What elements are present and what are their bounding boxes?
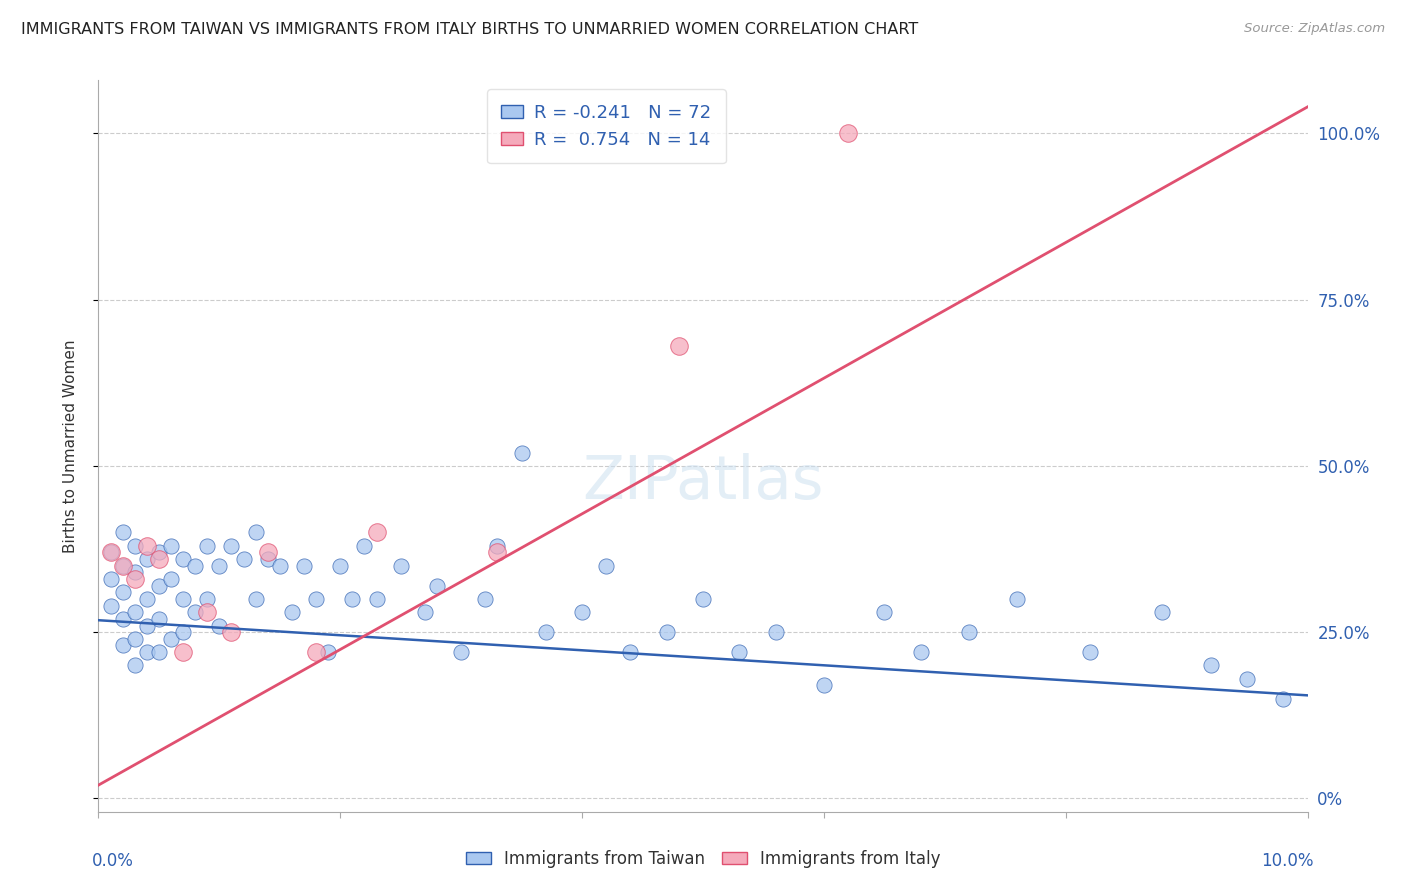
Point xyxy=(135,591,157,606)
Point xyxy=(184,605,207,619)
Point xyxy=(111,585,134,599)
Y-axis label: Births to Unmarried Women: Births to Unmarried Women xyxy=(63,339,77,553)
Point xyxy=(728,645,751,659)
Point xyxy=(366,591,388,606)
Point xyxy=(148,579,170,593)
Point xyxy=(305,591,328,606)
Point xyxy=(256,545,278,559)
Point xyxy=(655,625,678,640)
Point xyxy=(316,645,339,659)
Point xyxy=(100,572,122,586)
Point xyxy=(111,525,134,540)
Text: ZIPatlas: ZIPatlas xyxy=(582,453,824,512)
Point xyxy=(1272,691,1295,706)
Point xyxy=(413,605,436,619)
Text: 10.0%: 10.0% xyxy=(1261,852,1313,870)
Point xyxy=(957,625,980,640)
Point xyxy=(389,558,412,573)
Text: Source: ZipAtlas.com: Source: ZipAtlas.com xyxy=(1244,22,1385,36)
Point xyxy=(148,545,170,559)
Point xyxy=(329,558,352,573)
Point xyxy=(619,645,641,659)
Point xyxy=(135,552,157,566)
Point xyxy=(100,599,122,613)
Point xyxy=(195,605,218,619)
Point xyxy=(124,632,146,646)
Point xyxy=(160,632,183,646)
Point xyxy=(100,545,122,559)
Point xyxy=(111,639,134,653)
Point xyxy=(1007,591,1029,606)
Point xyxy=(148,645,170,659)
Point xyxy=(160,539,183,553)
Point xyxy=(221,539,243,553)
Point xyxy=(873,605,896,619)
Point xyxy=(474,591,496,606)
Point xyxy=(510,445,533,459)
Point xyxy=(692,591,714,606)
Point xyxy=(100,545,122,559)
Point xyxy=(668,339,690,353)
Point xyxy=(765,625,787,640)
Point xyxy=(342,591,364,606)
Point xyxy=(450,645,472,659)
Point xyxy=(534,625,557,640)
Point xyxy=(135,618,157,632)
Point xyxy=(353,539,375,553)
Point xyxy=(256,552,278,566)
Point xyxy=(245,591,267,606)
Point xyxy=(124,572,146,586)
Legend: R = -0.241   N = 72, R =  0.754   N = 14: R = -0.241 N = 72, R = 0.754 N = 14 xyxy=(486,89,725,163)
Point xyxy=(837,127,859,141)
Point xyxy=(269,558,291,573)
Point xyxy=(305,645,328,659)
Point xyxy=(232,552,254,566)
Point xyxy=(1152,605,1174,619)
Point xyxy=(172,625,194,640)
Point xyxy=(124,566,146,580)
Point xyxy=(1236,672,1258,686)
Point xyxy=(184,558,207,573)
Point xyxy=(208,618,231,632)
Point xyxy=(1199,658,1222,673)
Point xyxy=(148,552,170,566)
Point xyxy=(813,678,835,692)
Point xyxy=(124,658,146,673)
Point xyxy=(281,605,304,619)
Point xyxy=(195,591,218,606)
Point xyxy=(172,552,194,566)
Point xyxy=(426,579,449,593)
Point xyxy=(135,645,157,659)
Point xyxy=(245,525,267,540)
Point xyxy=(221,625,243,640)
Point xyxy=(208,558,231,573)
Point xyxy=(486,545,509,559)
Point xyxy=(595,558,617,573)
Point xyxy=(571,605,593,619)
Point xyxy=(486,539,509,553)
Point xyxy=(111,558,134,573)
Point xyxy=(160,572,183,586)
Point xyxy=(172,645,194,659)
Point xyxy=(172,591,194,606)
Point xyxy=(148,612,170,626)
Point xyxy=(366,525,388,540)
Point xyxy=(111,612,134,626)
Text: IMMIGRANTS FROM TAIWAN VS IMMIGRANTS FROM ITALY BIRTHS TO UNMARRIED WOMEN CORREL: IMMIGRANTS FROM TAIWAN VS IMMIGRANTS FRO… xyxy=(21,22,918,37)
Point xyxy=(124,539,146,553)
Point xyxy=(124,605,146,619)
Point xyxy=(1078,645,1101,659)
Point xyxy=(195,539,218,553)
Text: 0.0%: 0.0% xyxy=(93,852,134,870)
Legend: Immigrants from Taiwan, Immigrants from Italy: Immigrants from Taiwan, Immigrants from … xyxy=(458,844,948,875)
Point xyxy=(111,558,134,573)
Point xyxy=(292,558,315,573)
Point xyxy=(910,645,932,659)
Point xyxy=(135,539,157,553)
